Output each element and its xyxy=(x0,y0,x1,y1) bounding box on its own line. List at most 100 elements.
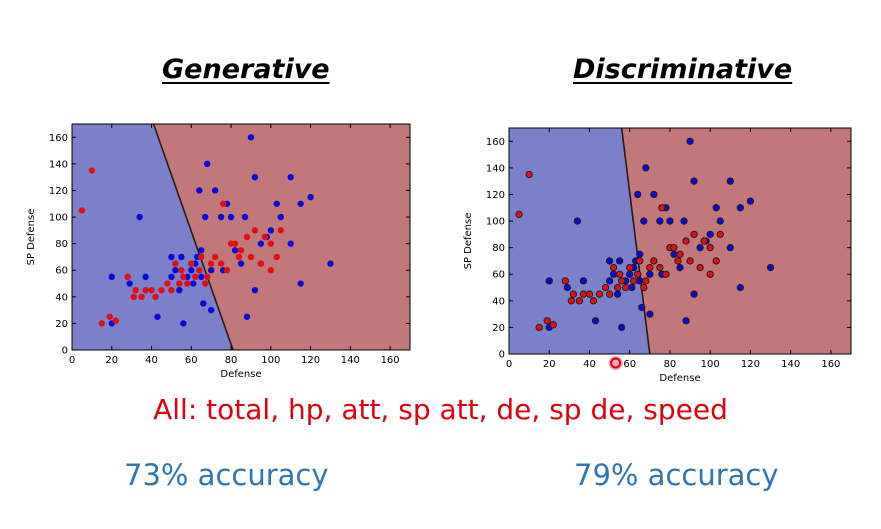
dis-y-axis-label: SP Defense xyxy=(463,213,474,270)
gen-regions xyxy=(72,123,411,351)
gen-point-blue-11 xyxy=(180,320,187,327)
dis-point-red-4 xyxy=(549,321,557,329)
dis-point-red-25 xyxy=(642,277,650,285)
gen-point-red-7 xyxy=(132,286,139,294)
dis-point-red-7 xyxy=(569,290,578,298)
gen-point-blue-3 xyxy=(136,213,143,221)
dis-point-red-12 xyxy=(595,290,604,298)
gen-point-red-38 xyxy=(257,260,265,267)
gen-point-blue-36 xyxy=(251,286,259,294)
dis-point-blue-24 xyxy=(646,270,654,278)
dis-point-blue-29 xyxy=(666,217,674,225)
dis-point-red-16 xyxy=(613,283,622,292)
dis-point-blue-32 xyxy=(680,217,688,225)
gen-series-red xyxy=(78,167,284,327)
gen-point-blue-42 xyxy=(287,240,294,247)
gen-red-region xyxy=(153,124,411,350)
gen-point-blue-24 xyxy=(207,267,215,274)
gen-point-blue-46 xyxy=(307,193,314,201)
gen-point-blue-7 xyxy=(168,253,175,261)
gen-point-blue-20 xyxy=(200,300,207,307)
gen-point-red-8 xyxy=(138,293,145,301)
gen-point-red-40 xyxy=(267,267,275,274)
gen-point-red-26 xyxy=(207,260,215,267)
dis-point-blue-43 xyxy=(726,177,734,185)
gen-point-red-29 xyxy=(219,200,227,207)
gen-point-red-6 xyxy=(130,293,137,301)
dis-point-blue-10 xyxy=(615,257,624,265)
gen-point-red-35 xyxy=(243,233,251,241)
gen-xtick-label-7: 140 xyxy=(341,355,360,366)
dis-point-red-29 xyxy=(658,204,666,212)
dis-xtick-label-1: 20 xyxy=(543,359,556,370)
gen-point-blue-25 xyxy=(211,187,219,194)
gen-point-blue-43 xyxy=(287,173,294,181)
gen-plot-frame xyxy=(71,123,411,351)
gen-point-blue-14 xyxy=(190,280,197,287)
dis-point-blue-39 xyxy=(706,230,714,239)
gen-point-red-13 xyxy=(164,280,171,287)
gen-point-blue-30 xyxy=(231,247,239,254)
gen-point-blue-0 xyxy=(108,273,115,281)
dis-point-blue-5 xyxy=(591,317,600,325)
dis-point-blue-40 xyxy=(712,204,720,212)
dis-point-red-33 xyxy=(674,257,682,265)
dis-point-red-28 xyxy=(656,263,664,272)
gen-point-blue-47 xyxy=(327,260,334,267)
discriminative-accuracy: 79% accuracy xyxy=(574,458,779,492)
gen-point-red-42 xyxy=(273,253,280,261)
dis-ytick-label-5: 100 xyxy=(486,217,505,228)
gen-point-blue-5 xyxy=(154,313,161,320)
dis-point-red-40 xyxy=(706,270,714,278)
gen-point-red-28 xyxy=(217,260,225,267)
gen-point-blue-17 xyxy=(196,187,203,194)
dis-point-red-2 xyxy=(535,323,543,332)
dis-point-blue-20 xyxy=(638,303,646,312)
dis-point-red-20 xyxy=(626,263,634,272)
gen-point-blue-35 xyxy=(251,173,259,181)
dis-point-blue-46 xyxy=(746,197,755,205)
dis-point-blue-26 xyxy=(656,217,664,225)
gen-point-red-10 xyxy=(148,286,155,294)
dis-point-red-23 xyxy=(636,257,644,265)
gen-ytick-label-3: 60 xyxy=(55,266,68,277)
dis-point-blue-25 xyxy=(650,190,658,199)
dis-point-blue-45 xyxy=(736,204,745,212)
gen-point-blue-6 xyxy=(168,273,175,281)
dis-xtick-label-4: 80 xyxy=(664,359,677,370)
gen-point-blue-23 xyxy=(207,306,215,314)
gen-point-blue-44 xyxy=(297,280,304,287)
gen-point-blue-4 xyxy=(142,273,149,281)
gen-point-blue-40 xyxy=(273,200,280,207)
gen-point-red-19 xyxy=(184,280,191,287)
gen-point-red-43 xyxy=(277,227,284,234)
dis-xtick-label-3: 60 xyxy=(623,359,636,370)
dis-point-red-17 xyxy=(615,270,624,278)
dis-red-region xyxy=(621,128,851,354)
dis-point-red-42 xyxy=(712,257,720,265)
gen-point-blue-45 xyxy=(297,200,304,207)
gen-ytick-label-2: 40 xyxy=(55,292,68,303)
gen-xtick-label-0: 0 xyxy=(69,355,75,366)
dis-point-red-9 xyxy=(579,290,588,298)
dis-point-red-35 xyxy=(682,237,690,245)
gen-point-red-41 xyxy=(267,240,275,247)
dis-xtick-label-2: 40 xyxy=(583,359,596,370)
gen-point-blue-18 xyxy=(198,247,205,254)
dis-point-blue-41 xyxy=(716,217,724,225)
dis-point-blue-0 xyxy=(545,277,553,285)
gen-point-red-0 xyxy=(78,207,86,214)
dis-ytick-label-3: 60 xyxy=(492,270,505,281)
gen-ytick-label-7: 140 xyxy=(49,159,68,170)
gen-xtick-label-6: 120 xyxy=(301,355,320,366)
dis-point-blue-9 xyxy=(613,290,622,298)
dis-point-red-6 xyxy=(567,297,576,305)
gen-xtick-label-1: 20 xyxy=(105,355,118,366)
gen-point-red-39 xyxy=(261,233,269,241)
gen-point-red-21 xyxy=(192,273,199,281)
dis-point-blue-18 xyxy=(636,250,644,258)
gen-point-red-17 xyxy=(178,267,185,274)
dis-point-red-5 xyxy=(561,277,569,285)
gen-point-blue-10 xyxy=(178,253,185,261)
